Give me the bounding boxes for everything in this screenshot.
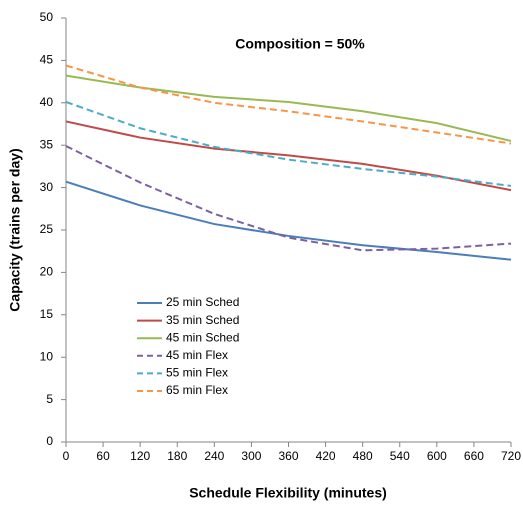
x-tick-label: 0: [63, 449, 70, 463]
chart-title: Composition = 50%: [235, 36, 365, 52]
y-tick-label: 20: [40, 265, 54, 279]
x-tick-label: 420: [316, 449, 336, 463]
series-line: [65, 145, 512, 252]
x-tick-label: 660: [464, 449, 484, 463]
y-axis-title: Capacity (trains per day): [7, 148, 23, 311]
y-tick-label: 25: [40, 222, 54, 236]
x-tick-label: 720: [501, 449, 521, 463]
y-tick-label: 0: [46, 434, 53, 448]
x-tick-label: 360: [278, 449, 298, 463]
y-tick-label: 30: [40, 180, 54, 194]
x-tick-label: 600: [427, 449, 447, 463]
x-tick-label: 60: [96, 449, 110, 463]
series-line: [65, 120, 512, 192]
x-tick-label: 300: [241, 449, 261, 463]
series-line: [65, 101, 512, 187]
y-tick-label: 45: [40, 53, 54, 67]
y-tick-label: 5: [46, 392, 53, 406]
x-axis-title: Schedule Flexibility (minutes): [189, 485, 387, 501]
series-line: [65, 64, 512, 145]
y-tick-label: 15: [40, 307, 54, 321]
y-tick-label: 50: [40, 10, 54, 24]
legend-label: 45 min Flex: [166, 348, 228, 362]
legend-label: 25 min Sched: [166, 295, 239, 309]
x-tick-label: 120: [130, 449, 150, 463]
legend-label: 35 min Sched: [166, 313, 239, 327]
series-line: [65, 180, 512, 261]
y-tick-label: 35: [40, 137, 54, 151]
x-tick-label: 540: [390, 449, 410, 463]
x-tick-label: 240: [204, 449, 224, 463]
legend-label: 55 min Flex: [166, 366, 228, 380]
x-tick-label: 480: [353, 449, 373, 463]
legend-label: 65 min Flex: [166, 383, 228, 397]
y-tick-label: 10: [40, 349, 54, 363]
legend-label: 45 min Sched: [166, 330, 239, 344]
x-tick-label: 180: [167, 449, 187, 463]
y-tick-label: 40: [40, 95, 54, 109]
